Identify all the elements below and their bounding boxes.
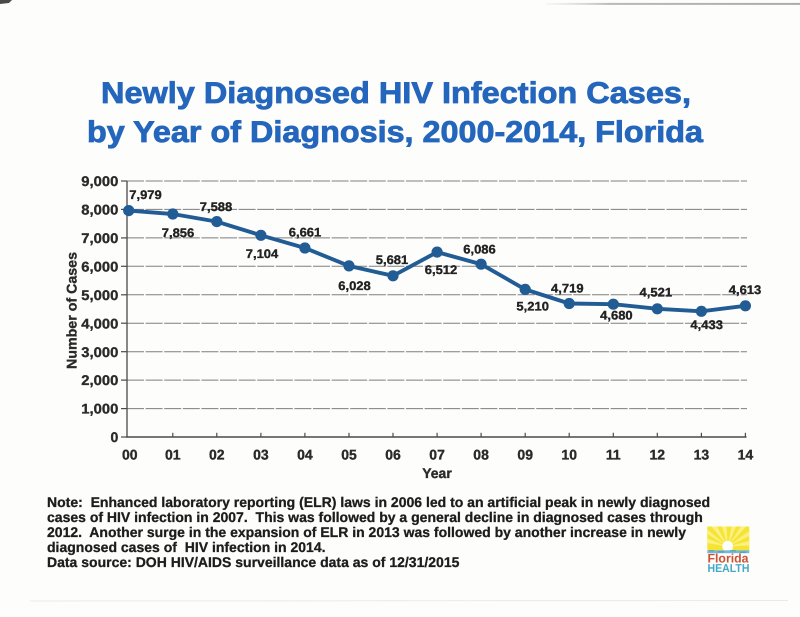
svg-text:6,000: 6,000 (81, 258, 118, 274)
svg-text:09: 09 (517, 447, 533, 463)
svg-text:00: 00 (122, 447, 138, 463)
svg-text:7,588: 7,588 (200, 200, 233, 214)
svg-text:Newly Diagnosed HIV Infection: Newly Diagnosed HIV Infection Cases, (101, 77, 691, 110)
svg-text:1,000: 1,000 (81, 401, 118, 417)
svg-text:10: 10 (561, 447, 577, 463)
svg-text:07: 07 (429, 447, 445, 463)
svg-text:6,661: 6,661 (289, 225, 322, 239)
svg-text:4,680: 4,680 (600, 309, 633, 323)
svg-text:13: 13 (694, 447, 710, 463)
svg-text:0: 0 (111, 429, 119, 445)
svg-text:11: 11 (606, 447, 621, 463)
svg-text:4,613: 4,613 (729, 283, 762, 297)
svg-text:7,979: 7,979 (129, 188, 162, 202)
svg-text:7,000: 7,000 (81, 230, 118, 246)
svg-text:5,681: 5,681 (376, 253, 409, 267)
svg-text:4,000: 4,000 (81, 315, 118, 331)
svg-text:8,000: 8,000 (81, 202, 118, 218)
svg-text:HEALTH: HEALTH (708, 563, 750, 575)
svg-text:6,028: 6,028 (338, 279, 371, 293)
svg-text:Year: Year (422, 465, 452, 481)
svg-text:08: 08 (473, 447, 489, 463)
svg-text:14: 14 (738, 447, 754, 463)
svg-text:7,104: 7,104 (246, 247, 279, 261)
svg-text:5,210: 5,210 (516, 299, 549, 313)
svg-text:06: 06 (385, 447, 401, 463)
svg-text:7,856: 7,856 (162, 226, 195, 240)
svg-text:04: 04 (297, 447, 313, 463)
svg-text:Data source: DOH HIV/AIDS surv: Data source: DOH HIV/AIDS surveillance d… (47, 554, 460, 570)
svg-text:diagnosed cases of HIV infect: diagnosed cases of HIV infection in 2014… (47, 539, 326, 555)
svg-text:5,000: 5,000 (81, 287, 118, 303)
svg-text:Florida: Florida (708, 552, 750, 566)
svg-text:3,000: 3,000 (81, 344, 118, 360)
svg-text:6,512: 6,512 (425, 263, 458, 277)
svg-text:by Year of Diagnosis, 2000-201: by Year of Diagnosis, 2000-2014, Florida (87, 116, 703, 149)
svg-text:9,000: 9,000 (81, 173, 118, 189)
svg-text:cases of HIV infection in 2007: cases of HIV infection in 2007. This was… (47, 509, 703, 525)
svg-text:12: 12 (650, 447, 666, 463)
svg-text:6,086: 6,086 (463, 242, 496, 256)
svg-text:05: 05 (341, 447, 357, 463)
svg-text:2,000: 2,000 (81, 372, 118, 388)
svg-text:4,521: 4,521 (640, 286, 673, 300)
svg-text:03: 03 (253, 447, 269, 463)
svg-text:02: 02 (209, 447, 225, 463)
svg-text:Note: Enhanced laboratory rep: Note: Enhanced laboratory reporting (ELR… (47, 494, 710, 510)
svg-text:4,433: 4,433 (690, 318, 723, 332)
svg-text:4,719: 4,719 (551, 281, 584, 295)
svg-text:2012. Another surge in the ex: 2012. Another surge in the expansion of … (47, 524, 686, 540)
svg-text:Number of Cases: Number of Cases (64, 252, 80, 369)
svg-text:01: 01 (165, 447, 181, 463)
